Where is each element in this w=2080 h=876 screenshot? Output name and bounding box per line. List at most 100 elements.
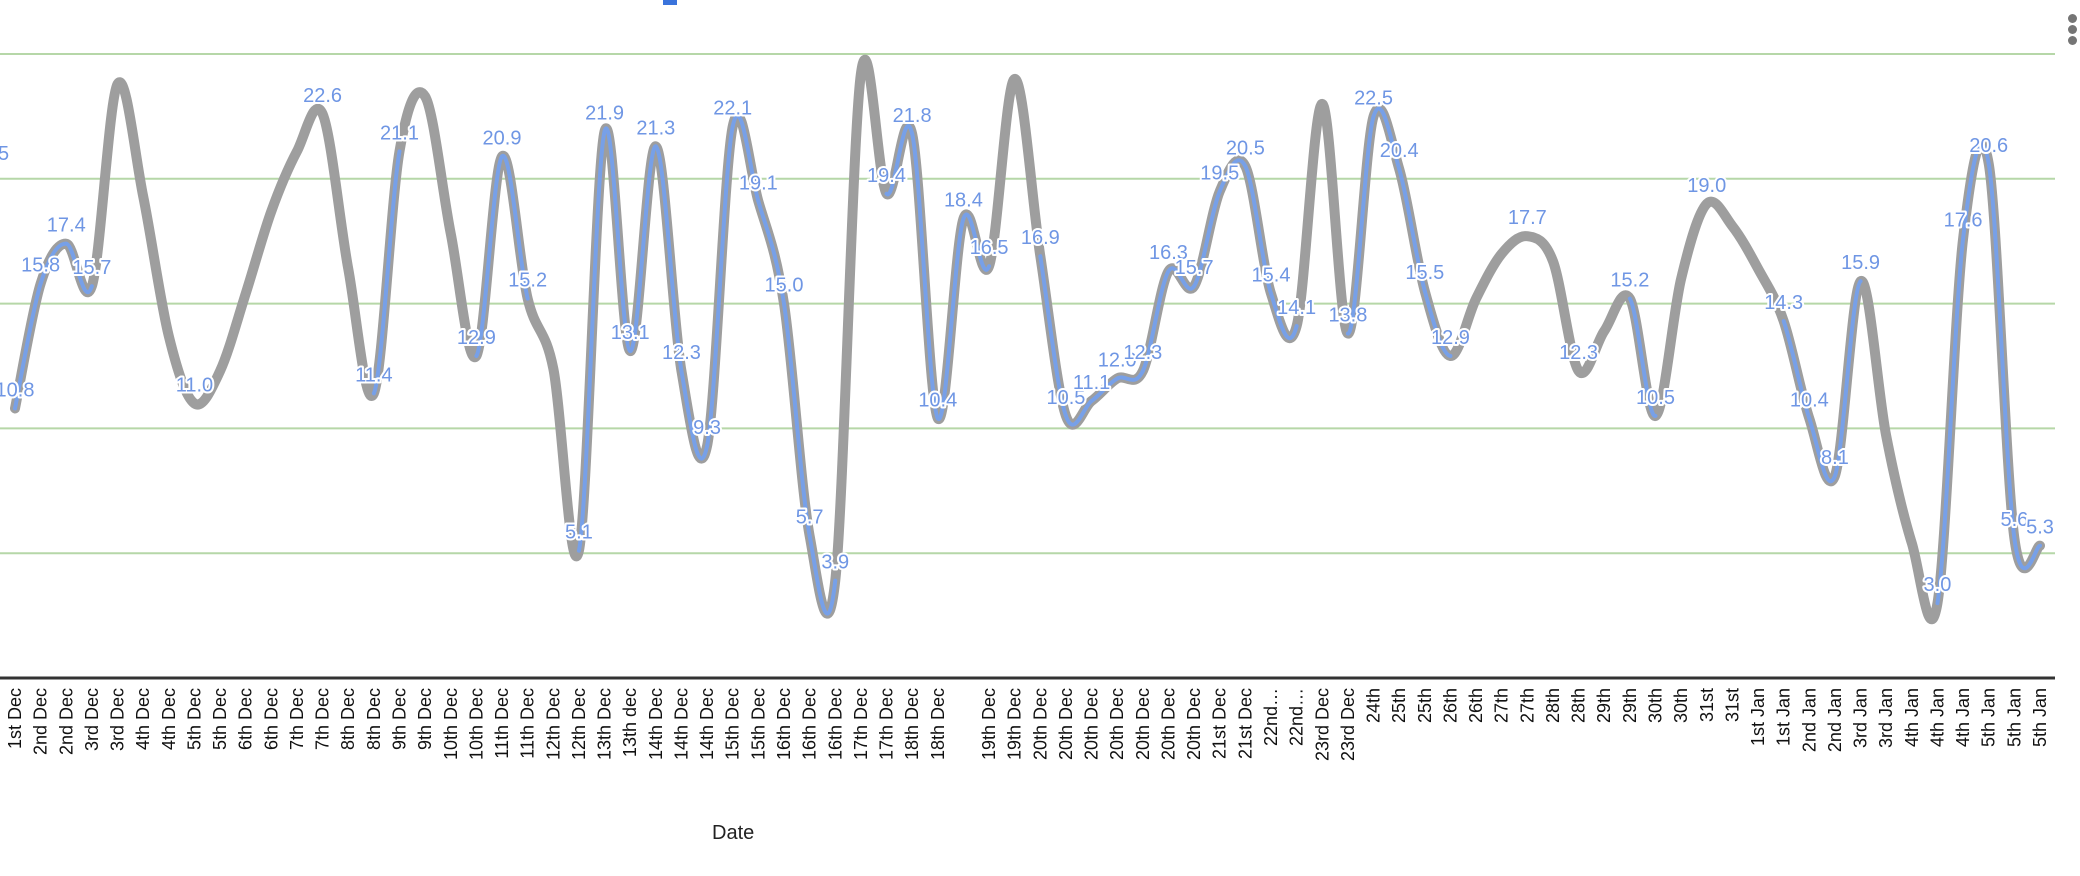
x-tick-label: 23rd Dec xyxy=(1338,688,1358,761)
data-label: 20.6 xyxy=(1969,135,2008,157)
data-label: 22.1 xyxy=(713,97,752,119)
x-tick-label: 31st xyxy=(1722,688,1742,722)
x-tick-label: 5th Dec xyxy=(210,688,230,750)
x-tick-label: 5th Jan xyxy=(1979,688,1999,747)
series-line-blue-segment xyxy=(910,131,940,421)
data-label: 15.2 xyxy=(508,270,547,292)
series-line-blue-segment xyxy=(781,301,812,538)
x-tick-label: 2nd Dec xyxy=(31,688,51,755)
series-line-blue-segment xyxy=(1961,142,1991,241)
more-options-icon[interactable] xyxy=(2068,14,2080,46)
x-tick-label: 1st Jan xyxy=(1774,688,1794,746)
data-label: 3.0 xyxy=(1924,574,1952,596)
series-line-blue-segment xyxy=(1217,158,1248,194)
x-tick-label: 17th Dec xyxy=(877,688,897,760)
x-tick-label: 3rd Dec xyxy=(82,688,102,751)
x-tick-label: 7th Dec xyxy=(287,688,307,750)
x-tick-label: 20th Dec xyxy=(1082,688,1102,760)
series-line-blue-segment xyxy=(1832,279,1863,478)
x-tick-label: 29th xyxy=(1620,688,1640,723)
data-label: 8.1 xyxy=(1821,447,1849,469)
x-tick-label: 19th Dec xyxy=(1005,688,1025,760)
x-tick-label: 15th Dec xyxy=(748,688,768,760)
series-line-blue-segment xyxy=(1781,319,1812,421)
series-line-blue-segment xyxy=(1038,254,1068,418)
data-labels: 10.8 15.8 17.4 15.7 11.0 22.6 11.4 21.1 12.9 20.9… xyxy=(0,83,2056,598)
x-tick-label: 4th Jan xyxy=(1902,688,1922,747)
x-tick-label: 30th xyxy=(1646,688,1666,723)
series-line-blue-segment xyxy=(884,123,915,197)
x-tick-label: 14th Dec xyxy=(671,688,691,760)
data-label: 20.5 xyxy=(1226,137,1265,159)
x-tick-label: 20th Dec xyxy=(1056,688,1076,760)
x-tick-label: 23rd Dec xyxy=(1312,688,1332,761)
x-tick-label: 20th Dec xyxy=(1030,688,1050,760)
x-tick-label: 20th Dec xyxy=(1107,688,1127,760)
series-line-blue-segment xyxy=(1345,114,1376,336)
series-line-blue-segment xyxy=(1063,398,1094,427)
x-tick-label: 4th Dec xyxy=(133,688,153,750)
data-label: 15.8 xyxy=(21,255,60,277)
data-label: 18.4 xyxy=(944,190,983,212)
data-label: 20.9 xyxy=(483,127,522,149)
x-tick-label: 5th Jan xyxy=(2030,688,2050,747)
legend-swatch xyxy=(663,0,677,5)
clipped-data-label: 5 xyxy=(0,143,9,165)
x-tick-label: 2nd Jan xyxy=(1825,688,1845,752)
series-line-blue-segment xyxy=(705,124,735,448)
data-label: 22.6 xyxy=(303,85,342,107)
data-label: 5.7 xyxy=(796,507,824,529)
data-label: 16.5 xyxy=(970,237,1009,259)
series-line-blue-segment xyxy=(1089,376,1120,403)
data-label: 17.6 xyxy=(1944,210,1983,232)
x-tick-label: 7th Dec xyxy=(313,688,333,750)
data-label: 21.3 xyxy=(636,117,675,139)
data-label: 12.3 xyxy=(1123,342,1162,364)
x-tick-label: 17th Dec xyxy=(851,688,871,760)
data-label: 9.3 xyxy=(693,417,721,439)
series-line-blue-segment xyxy=(1269,291,1299,341)
series-line-blue-segment xyxy=(1627,296,1658,418)
series-line-blue-segment xyxy=(474,154,505,359)
data-label: 15.9 xyxy=(1841,252,1880,274)
data-label: 5.1 xyxy=(565,522,593,544)
series-line-blue-segment xyxy=(13,281,43,411)
x-tick-label: 8th Dec xyxy=(364,688,384,750)
series-line-blue-segment xyxy=(1115,368,1145,382)
data-label: 16.9 xyxy=(1021,227,1060,249)
x-tick-label: 16th Dec xyxy=(800,688,820,760)
x-tick-label: 12th Dec xyxy=(569,688,589,760)
data-label: 13.8 xyxy=(1328,305,1367,327)
x-tick-label: 27th xyxy=(1517,688,1537,723)
x-axis-title: Date xyxy=(712,822,755,844)
x-tick-label: 13th dec xyxy=(620,688,640,757)
series-line-blue-segment xyxy=(628,144,658,354)
series-line-blue-segment xyxy=(1422,289,1453,359)
data-label: 19.0 xyxy=(1687,175,1726,197)
x-tick-label: 1st Jan xyxy=(1748,688,1768,746)
data-label: 14.3 xyxy=(1764,292,1803,314)
series-line-blue-segment xyxy=(1807,416,1837,484)
x-tick-label: 21st Dec xyxy=(1235,688,1255,759)
series-line-blue-segment xyxy=(500,154,530,301)
x-tick-label: 20th Dec xyxy=(1158,688,1178,760)
x-tick-label: 22nd… xyxy=(1287,688,1307,746)
x-tick-label: 1st Dec xyxy=(5,688,25,749)
data-label: 12.3 xyxy=(662,342,701,364)
series-line-blue-segment xyxy=(1243,164,1274,296)
series-line-blue-segment xyxy=(730,113,761,204)
x-tick-label: 6th Dec xyxy=(236,688,256,750)
x-tick-label: 6th Dec xyxy=(261,688,281,750)
x-tick-label: 5th Dec xyxy=(184,688,204,750)
data-label: 22.5 xyxy=(1354,87,1393,109)
series-line-blue-segment xyxy=(679,368,710,461)
x-tick-label: 29th xyxy=(1594,688,1614,723)
x-tick-label: 10th Dec xyxy=(466,688,486,760)
x-tick-label: 15th Dec xyxy=(723,688,743,760)
x-tick-label: 22nd… xyxy=(1261,688,1281,746)
series-lines xyxy=(10,55,2045,625)
series-line-blue-segment xyxy=(1140,269,1171,373)
data-label: 11.1 xyxy=(1073,372,1110,394)
x-tick-label: 18th Dec xyxy=(928,688,948,760)
data-label: 21.9 xyxy=(585,102,624,124)
